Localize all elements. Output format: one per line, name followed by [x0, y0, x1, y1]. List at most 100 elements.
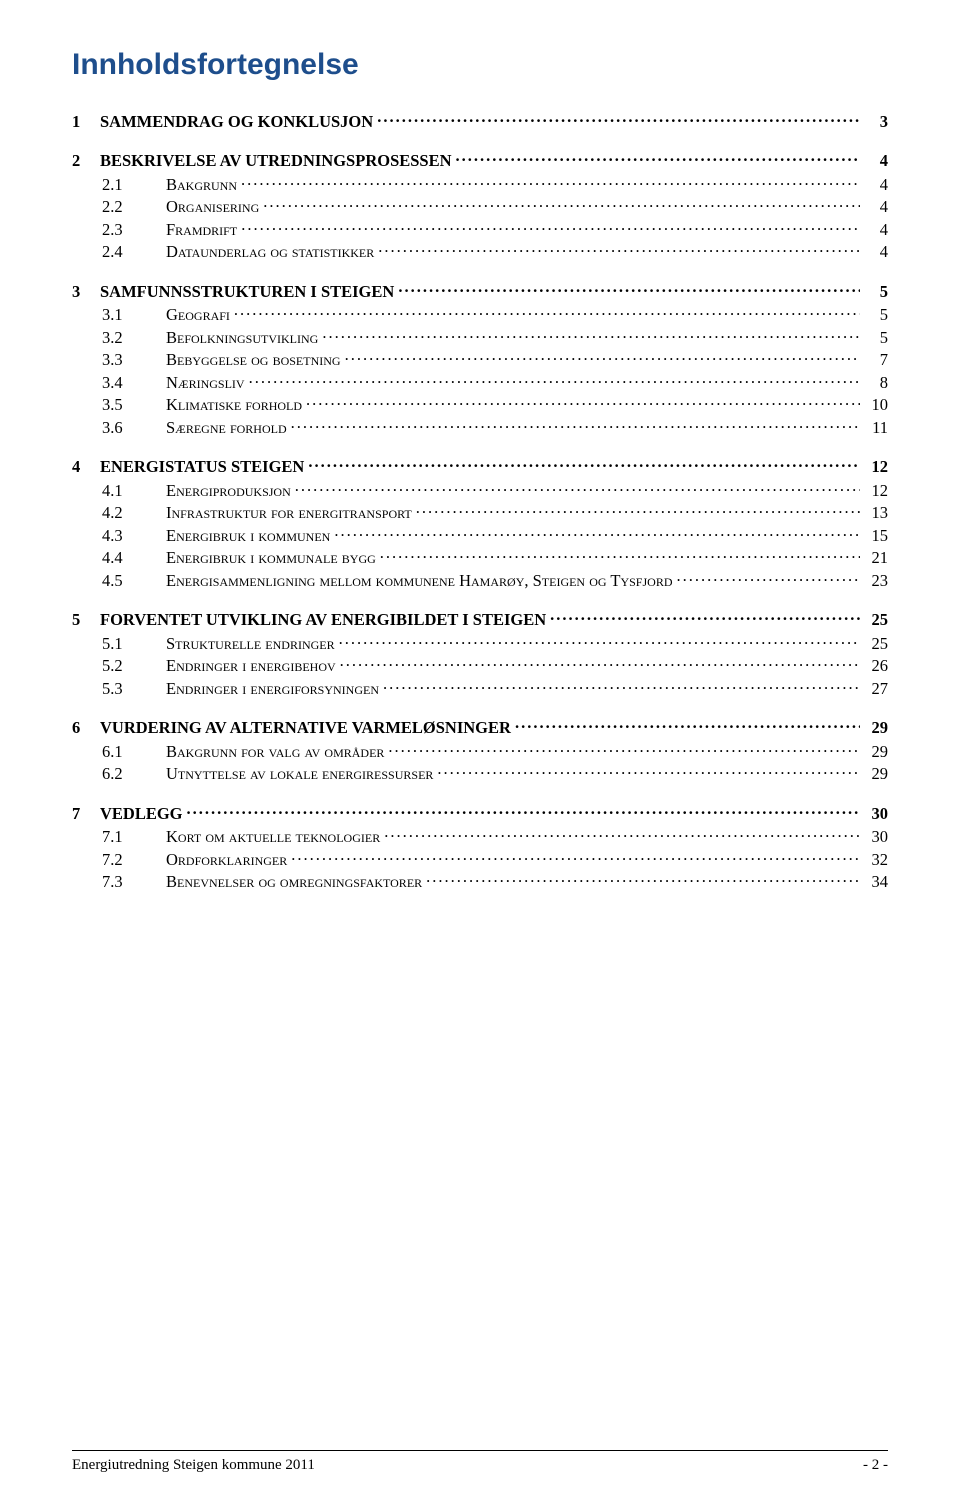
- toc-entry[interactable]: 5.2Endringer i energibehov26: [72, 655, 888, 677]
- toc-entry-number: 5.1: [72, 634, 166, 654]
- toc-leader-dots: [426, 871, 860, 888]
- toc-entry[interactable]: 3.1Geografi5: [72, 304, 888, 326]
- toc-entry-label: Energiproduksjon: [166, 481, 291, 501]
- toc-entry[interactable]: 2.1Bakgrunn4: [72, 173, 888, 195]
- toc-entry[interactable]: 4.1Energiproduksjon12: [72, 479, 888, 501]
- toc-entry-number: 7: [72, 804, 100, 824]
- toc-entry[interactable]: 4ENERGISTATUS STEIGEN12: [72, 456, 888, 478]
- toc-entry-number: 6.1: [72, 742, 166, 762]
- toc-entry-label: SAMFUNNSSTRUKTUREN I STEIGEN: [100, 282, 394, 302]
- toc-entry-label: Bebyggelse og bosetning: [166, 350, 341, 370]
- toc-entry-page: 4: [864, 151, 888, 171]
- toc-entry[interactable]: 2.2Organisering4: [72, 196, 888, 218]
- toc-entry[interactable]: 3.2Befolkningsutvikling5: [72, 326, 888, 348]
- toc-entry-number: 3.5: [72, 395, 166, 415]
- toc-entry-label: Organisering: [166, 197, 259, 217]
- toc-entry-number: 6: [72, 718, 100, 738]
- toc-entry[interactable]: 5FORVENTET UTVIKLING AV ENERGIBILDET I S…: [72, 609, 888, 631]
- toc-entry-page: 29: [864, 764, 888, 784]
- toc-entry[interactable]: 4.4Energibruk i kommunale bygg 21: [72, 547, 888, 569]
- toc-leader-dots: [378, 241, 860, 258]
- toc-entry[interactable]: 6.1Bakgrunn for valg av områder29: [72, 740, 888, 762]
- toc-entry-number: 5.2: [72, 656, 166, 676]
- toc-entry-number: 4.3: [72, 526, 166, 546]
- toc-entry-page: 30: [864, 804, 888, 824]
- toc-entry-label: Framdrift: [166, 220, 237, 240]
- toc-entry-page: 29: [864, 718, 888, 738]
- toc-leader-dots: [515, 717, 860, 734]
- toc-entry[interactable]: 2.3Framdrift 4: [72, 218, 888, 240]
- toc-entry-label: Utnyttelse av lokale energiressurser: [166, 764, 433, 784]
- toc-entry[interactable]: 7.1Kort om aktuelle teknologier30: [72, 826, 888, 848]
- toc-entry[interactable]: 3.5Klimatiske forhold10: [72, 394, 888, 416]
- toc-entry-label: Befolkningsutvikling: [166, 328, 318, 348]
- toc-entry-page: 15: [864, 526, 888, 546]
- toc-leader-dots: [308, 456, 860, 473]
- toc-entry[interactable]: 3.3Bebyggelse og bosetning7: [72, 349, 888, 371]
- toc-entry-number: 4: [72, 457, 100, 477]
- toc-entry-label: Benevnelser og omregningsfaktorer: [166, 872, 422, 892]
- toc-entry-label: Infrastruktur for energitransport: [166, 503, 412, 523]
- toc-entry[interactable]: 1SAMMENDRAG OG KONKLUSJON3: [72, 110, 888, 132]
- page-footer: Energiutredning Steigen kommune 2011 - 2…: [72, 1450, 888, 1474]
- toc-entry-label: Særegne forhold: [166, 418, 287, 438]
- toc-entry-number: 3.6: [72, 418, 166, 438]
- toc-leader-dots: [550, 609, 860, 626]
- toc-entry[interactable]: 7.2Ordforklaringer32: [72, 848, 888, 870]
- toc-leader-dots: [340, 655, 860, 672]
- toc-entry-label: Geografi: [166, 305, 230, 325]
- toc-entry-number: 2.2: [72, 197, 166, 217]
- toc-entry-number: 4.4: [72, 548, 166, 568]
- toc-entry-page: 34: [864, 872, 888, 892]
- toc-leader-dots: [456, 150, 860, 167]
- toc-entry-number: 3.2: [72, 328, 166, 348]
- toc-entry[interactable]: 7.3Benevnelser og omregningsfaktorer 34: [72, 871, 888, 893]
- toc-entry[interactable]: 7VEDLEGG 30: [72, 802, 888, 824]
- toc-entry-page: 27: [864, 679, 888, 699]
- toc-entry-number: 3: [72, 282, 100, 302]
- toc-entry-page: 32: [864, 850, 888, 870]
- toc-leader-dots: [398, 280, 860, 297]
- toc-entry-number: 7.3: [72, 872, 166, 892]
- toc-entry-number: 7.1: [72, 827, 166, 847]
- toc-entry[interactable]: 5.1Strukturelle endringer25: [72, 632, 888, 654]
- toc-entry[interactable]: 6VURDERING AV ALTERNATIVE VARMELØSNINGER…: [72, 717, 888, 739]
- toc-entry-page: 4: [864, 242, 888, 262]
- toc-entry-label: SAMMENDRAG OG KONKLUSJON: [100, 112, 373, 132]
- toc-entry-number: 1: [72, 112, 100, 132]
- toc-leader-dots: [388, 740, 860, 757]
- footer-left: Energiutredning Steigen kommune 2011: [72, 1457, 315, 1474]
- toc-entry-number: 7.2: [72, 850, 166, 870]
- toc-entry-page: 26: [864, 656, 888, 676]
- toc-entry[interactable]: 3.6Særegne forhold 11: [72, 416, 888, 438]
- toc-leader-dots: [437, 763, 860, 780]
- toc-leader-dots: [306, 394, 860, 411]
- toc-entry-label: VEDLEGG: [100, 804, 183, 824]
- toc-leader-dots: [380, 547, 860, 564]
- toc-entry[interactable]: 2.4Dataunderlag og statistikker4: [72, 241, 888, 263]
- footer-page-number: - 2 -: [863, 1457, 888, 1474]
- toc-entry[interactable]: 3SAMFUNNSSTRUKTUREN I STEIGEN5: [72, 280, 888, 302]
- toc-leader-dots: [249, 371, 860, 388]
- toc-entry-page: 13: [864, 503, 888, 523]
- toc-entry[interactable]: 5.3Endringer i energiforsyningen27: [72, 677, 888, 699]
- toc-entry-page: 11: [864, 418, 888, 438]
- toc-entry[interactable]: 2BESKRIVELSE AV UTREDNINGSPROSESSEN4: [72, 150, 888, 172]
- toc-entry-page: 4: [864, 220, 888, 240]
- toc-entry[interactable]: 6.2Utnyttelse av lokale energiressurser2…: [72, 763, 888, 785]
- toc-entry-number: 2: [72, 151, 100, 171]
- toc-entry-label: Energibruk i kommunale bygg: [166, 548, 376, 568]
- toc-entry-page: 21: [864, 548, 888, 568]
- toc-leader-dots: [291, 416, 860, 433]
- toc-entry[interactable]: 4.2Infrastruktur for energitransport13: [72, 502, 888, 524]
- toc-entry-number: 2.3: [72, 220, 166, 240]
- toc-entry-page: 25: [864, 634, 888, 654]
- toc-entry[interactable]: 4.3Energibruk i kommunen15: [72, 524, 888, 546]
- toc-entry-page: 12: [864, 481, 888, 501]
- toc-entry-number: 5.3: [72, 679, 166, 699]
- toc-entry-page: 30: [864, 827, 888, 847]
- toc-entry[interactable]: 3.4Næringsliv8: [72, 371, 888, 393]
- toc-leader-dots: [241, 173, 860, 190]
- toc-entry[interactable]: 4.5Energisammenligning mellom kommunene …: [72, 569, 888, 591]
- toc-leader-dots: [187, 802, 860, 819]
